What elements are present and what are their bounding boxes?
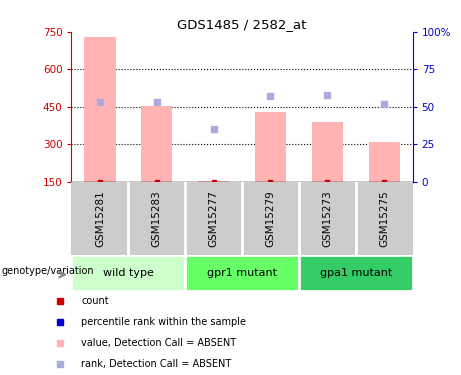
Text: rank, Detection Call = ABSENT: rank, Detection Call = ABSENT [82,359,232,369]
Bar [198,181,229,182]
Text: genotype/variation: genotype/variation [1,266,94,276]
Text: GSM15283: GSM15283 [152,190,162,247]
Bar [185,255,299,291]
Text: GSM15273: GSM15273 [322,190,332,247]
Bar [84,37,116,182]
Text: GSM15279: GSM15279 [266,190,276,247]
Text: GSM15277: GSM15277 [208,190,219,247]
Text: gpa1 mutant: gpa1 mutant [319,268,392,278]
Text: value, Detection Call = ABSENT: value, Detection Call = ABSENT [82,338,236,348]
Text: GSM15281: GSM15281 [95,190,105,247]
Text: wild type: wild type [103,268,154,278]
Bar [299,255,413,291]
Bar [312,122,343,182]
Text: GSM15275: GSM15275 [379,190,389,247]
Text: percentile rank within the sample: percentile rank within the sample [82,317,247,327]
Title: GDS1485 / 2582_at: GDS1485 / 2582_at [177,18,307,31]
Bar [71,255,185,291]
Bar [368,142,400,182]
Bar [255,112,286,182]
Text: count: count [82,296,109,306]
Text: gpr1 mutant: gpr1 mutant [207,268,277,278]
Bar [141,106,172,182]
